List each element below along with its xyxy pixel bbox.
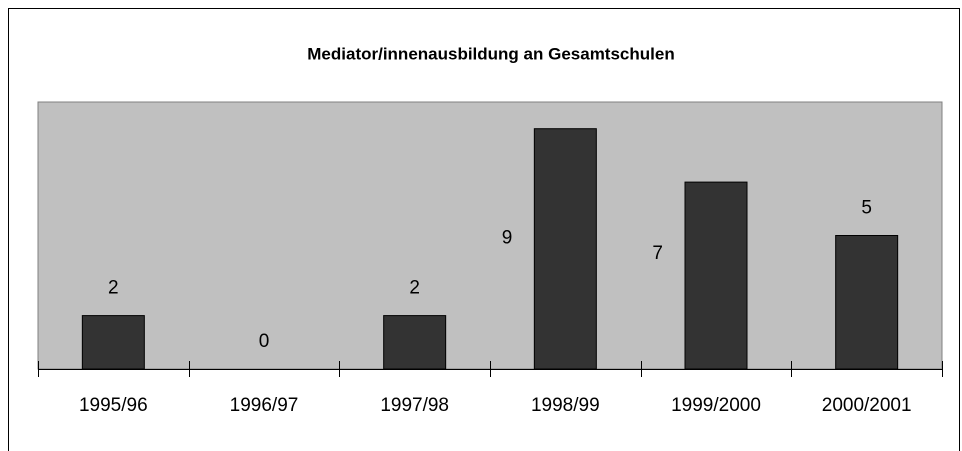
bar xyxy=(835,235,899,370)
data-label: 2 xyxy=(108,278,119,299)
x-tick-label: 1998/99 xyxy=(531,395,600,416)
x-tick-label: 1996/97 xyxy=(230,395,299,416)
data-label: 2 xyxy=(409,278,420,299)
data-label: 5 xyxy=(861,198,872,219)
bar xyxy=(81,315,145,370)
x-tick-label: 2000/2001 xyxy=(822,395,912,416)
data-label: 9 xyxy=(502,228,513,249)
x-tick-label: 1995/96 xyxy=(79,395,148,416)
data-label: 0 xyxy=(259,331,270,352)
x-tick-label: 1997/98 xyxy=(380,395,449,416)
bar xyxy=(684,181,748,370)
chart-title: Mediator/innenausbildung an Gesamtschule… xyxy=(307,44,674,63)
bar xyxy=(383,315,447,370)
x-tick-label: 1999/2000 xyxy=(671,395,761,416)
data-label: 7 xyxy=(652,243,663,264)
bar xyxy=(533,128,597,370)
plot-area xyxy=(37,101,943,370)
chart-border xyxy=(8,8,960,451)
